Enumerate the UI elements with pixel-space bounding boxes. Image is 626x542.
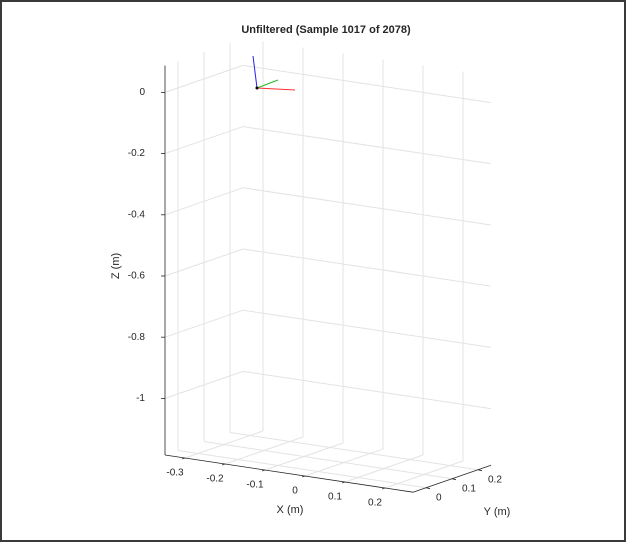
grid-line	[242, 187, 492, 226]
grid-line	[242, 126, 492, 165]
z-tick-label: -0.8	[128, 332, 146, 343]
y-axis-label: Y (m)	[484, 506, 511, 518]
x-tick	[341, 481, 346, 484]
z-tick-label: -1	[136, 393, 145, 404]
grid-line	[242, 248, 492, 287]
triad-z	[252, 55, 258, 89]
z-tick-label: -0.2	[128, 148, 146, 159]
x-tick-label: -0.3	[166, 468, 184, 479]
x-tick	[301, 475, 306, 478]
y-tick-label: 0.1	[462, 483, 476, 494]
x-tick-label: -0.1	[246, 480, 264, 491]
grid-line	[164, 126, 244, 155]
z-tick-label: -0.6	[128, 271, 146, 282]
triad-origin	[255, 86, 259, 90]
grid-line	[164, 370, 244, 399]
triad-x	[256, 87, 296, 91]
x-tick-label: 0.2	[368, 498, 382, 509]
grid-line	[203, 441, 453, 480]
z-axis-label: Z (m)	[110, 253, 122, 279]
z-tick-label: -0.4	[128, 209, 146, 220]
y-tick-label: 0	[436, 492, 442, 503]
grid-line	[242, 309, 492, 348]
grid-line	[242, 370, 492, 410]
x-tick	[221, 463, 226, 466]
chart-title: Unfiltered (Sample 1017 of 2078)	[241, 24, 411, 36]
y-tick	[451, 478, 457, 481]
grid-line	[164, 248, 244, 277]
x-tick	[181, 457, 186, 460]
x-tick-label: 0.1	[328, 492, 342, 503]
x-tick	[381, 487, 386, 490]
x-tick	[261, 469, 266, 472]
triad-y	[256, 79, 279, 89]
y-tick	[477, 469, 483, 472]
grid-line	[164, 187, 244, 216]
x-axis-label: X (m)	[277, 504, 304, 516]
y-tick-label: 0.2	[488, 474, 502, 485]
z-tick-label: 0	[139, 87, 145, 98]
x-tick-label: 0	[292, 486, 298, 497]
grid-line	[229, 432, 479, 471]
grid-line	[164, 309, 244, 338]
grid-line	[164, 64, 244, 93]
grid-line	[242, 64, 492, 104]
x-axis-line	[164, 454, 414, 493]
grid-line	[177, 450, 427, 489]
x-tick-label: -0.2	[206, 474, 224, 485]
orientation-triad	[252, 55, 296, 91]
y-tick	[425, 487, 431, 490]
